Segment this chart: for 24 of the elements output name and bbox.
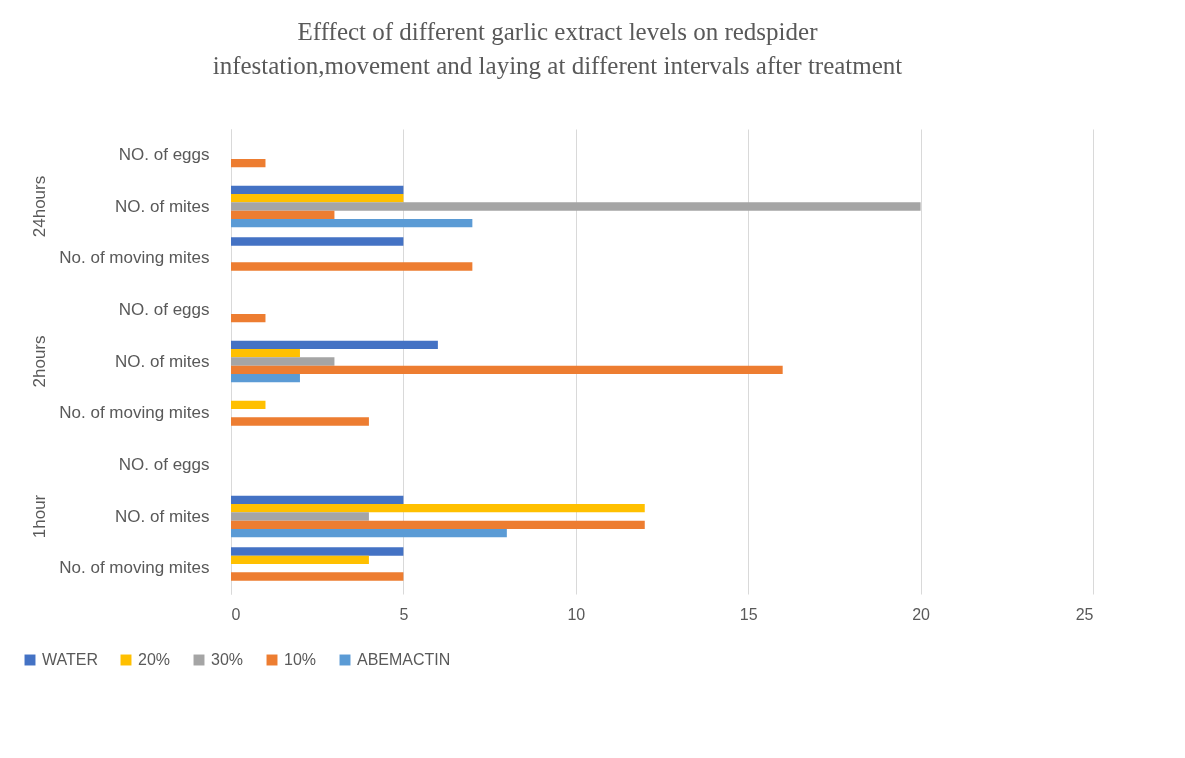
text: 24hours bbox=[30, 175, 49, 238]
y-tick-label: NO. of eggs bbox=[118, 454, 210, 474]
chart-title: Efffect of different garlic extract levels on redspider infestation,movement and laying at different intervals after treatment bbox=[212, 18, 903, 79]
y-tick-label: NO. of mites bbox=[115, 351, 210, 371]
y-tick-label: No. of moving mites bbox=[59, 248, 210, 268]
y-tick-label: NO. of mites bbox=[115, 506, 210, 526]
y-tick-label: No. of moving mites bbox=[59, 558, 210, 578]
legend-label: WATER bbox=[42, 651, 98, 668]
y-tick-label: No. of moving mites bbox=[59, 403, 210, 423]
y-tick-label: NO. of mites bbox=[115, 196, 210, 216]
legend-label: 10% bbox=[284, 651, 317, 668]
y-tick-label: NO. of eggs bbox=[118, 299, 210, 319]
x-tick-label: 25 bbox=[1075, 605, 1094, 623]
x-tick-label: 15 bbox=[739, 605, 758, 623]
legend-label: 20% bbox=[138, 651, 171, 668]
text: 2hours bbox=[30, 335, 49, 388]
x-tick-label: 5 bbox=[399, 605, 409, 623]
x-tick-label: 10 bbox=[567, 605, 586, 623]
text: 1hour bbox=[30, 494, 49, 539]
legend-label: 30% bbox=[211, 651, 244, 668]
x-tick-label: 20 bbox=[912, 605, 931, 623]
y-tick-label: NO. of eggs bbox=[118, 144, 210, 164]
x-tick-label: 0 bbox=[231, 605, 241, 623]
legend-label: ABEMACTIN bbox=[357, 651, 451, 668]
